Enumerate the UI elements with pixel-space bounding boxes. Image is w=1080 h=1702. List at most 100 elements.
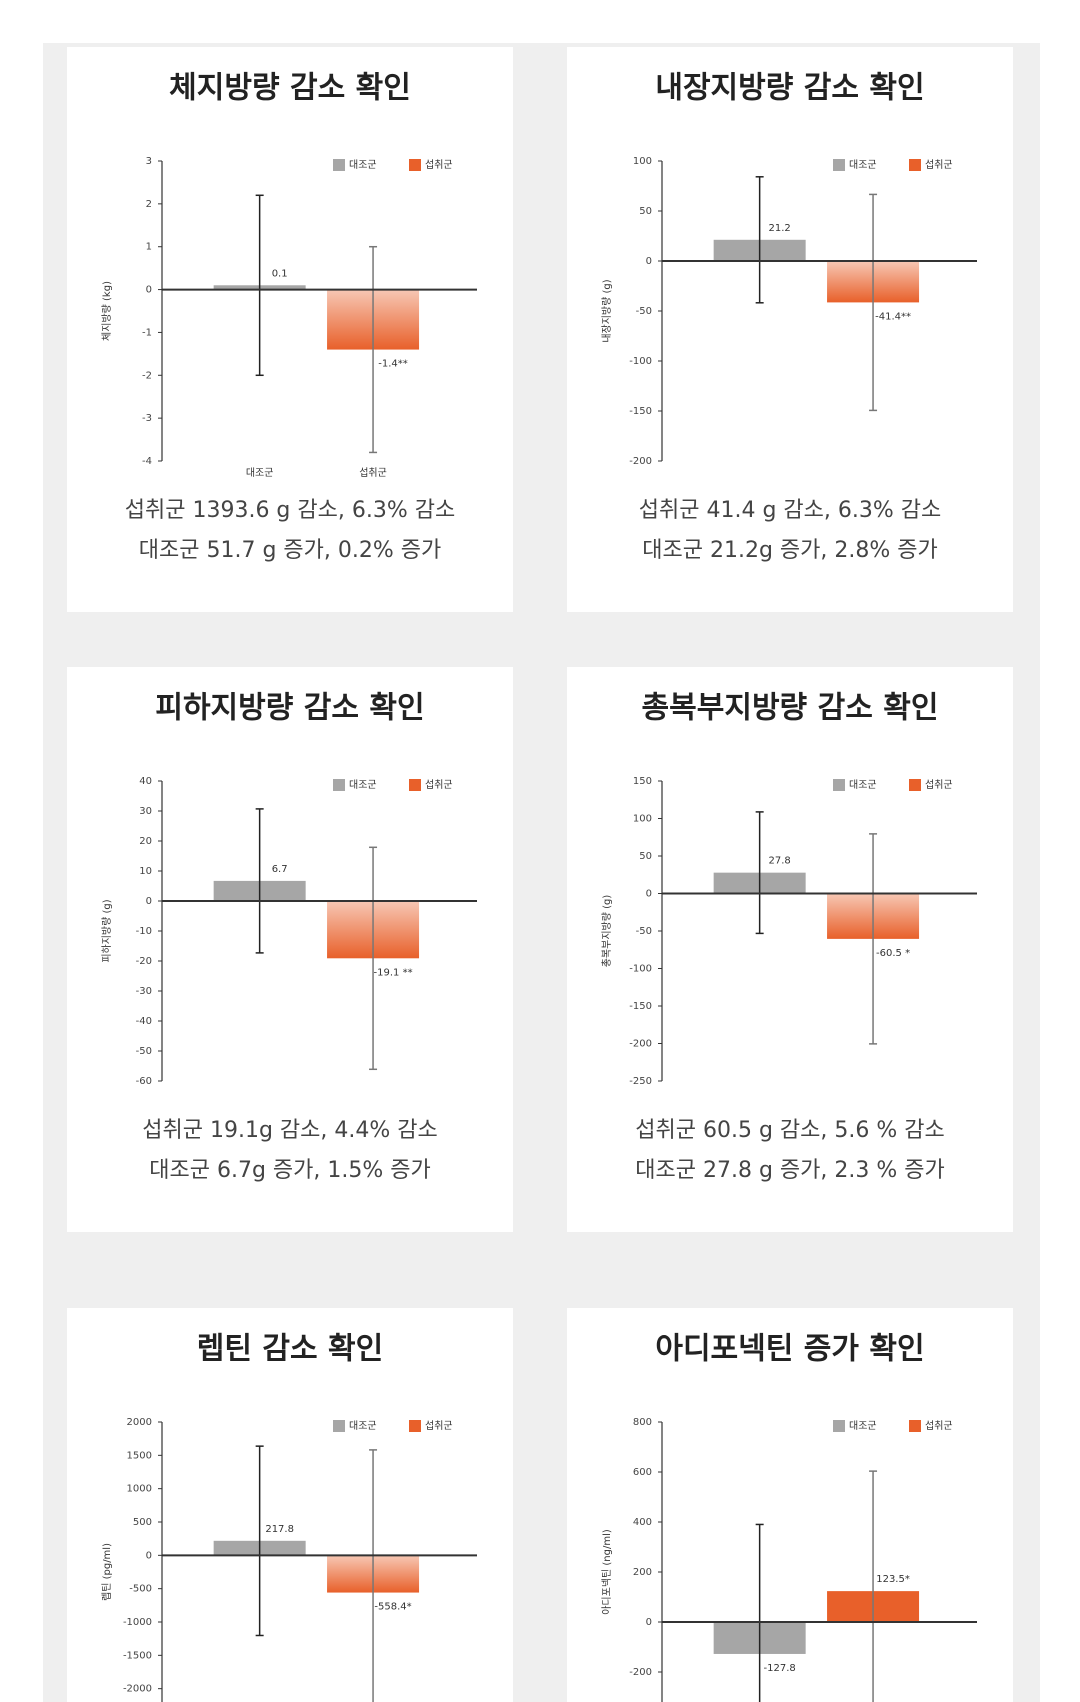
- card: [67, 667, 513, 1232]
- data-label: -60.5 *: [876, 948, 910, 959]
- y-tick-label: 3: [146, 156, 152, 167]
- y-tick-label: 2: [146, 199, 152, 210]
- caption: 대조군 21.2g 증가, 2.8% 증가: [642, 538, 938, 563]
- legend-label: 섭취군: [425, 1420, 453, 1432]
- chart-title: 아디포넥틴 증가 확인: [655, 1332, 924, 1367]
- y-tick-label: 0: [646, 256, 652, 267]
- y-tick-label: 30: [139, 806, 152, 817]
- caption: 대조군 51.7 g 증가, 0.2% 증가: [139, 538, 441, 563]
- chart-title: 총복부지방량 감소 확인: [642, 691, 939, 726]
- y-tick-label: 600: [633, 1467, 652, 1478]
- y-axis-label: 피하지방량 (g): [100, 899, 113, 962]
- card: [567, 47, 1013, 612]
- data-label: -1.4**: [378, 359, 408, 370]
- y-tick-label: 50: [639, 206, 652, 217]
- data-label: -558.4*: [374, 1602, 411, 1613]
- x-tick-label: 섭취군: [359, 467, 387, 479]
- y-tick-label: -2: [142, 370, 152, 381]
- y-tick-label: -100: [629, 356, 652, 367]
- legend-label: 섭취군: [425, 779, 453, 791]
- y-tick-label: 0: [146, 285, 152, 296]
- y-tick-label: -150: [629, 1001, 652, 1012]
- x-tick-label: 대조군: [246, 467, 274, 479]
- data-label: 0.1: [272, 268, 288, 279]
- caption: 대조군 6.7g 증가, 1.5% 증가: [149, 1158, 431, 1183]
- y-tick-label: -2000: [123, 1684, 152, 1695]
- y-tick-label: -50: [636, 306, 652, 317]
- y-tick-label: -50: [136, 1046, 152, 1057]
- y-tick-label: 100: [633, 814, 652, 825]
- caption: 섭취군 41.4 g 감소, 6.3% 감소: [639, 498, 941, 523]
- legend-swatch: [333, 1420, 345, 1432]
- data-label: 21.2: [769, 223, 791, 234]
- data-label: -41.4**: [875, 311, 911, 322]
- y-tick-label: 0: [646, 1617, 652, 1628]
- y-tick-label: 1500: [127, 1450, 152, 1461]
- y-tick-label: -150: [629, 406, 652, 417]
- y-tick-label: 150: [633, 776, 652, 787]
- legend-swatch: [833, 779, 845, 791]
- y-tick-label: 2000: [127, 1417, 152, 1428]
- legend-label: 대조군: [349, 1420, 377, 1432]
- legend-label: 섭취군: [425, 159, 453, 171]
- legend-label: 대조군: [849, 1420, 877, 1432]
- y-tick-label: 0: [146, 1550, 152, 1561]
- y-tick-label: -4: [142, 456, 152, 467]
- legend-swatch: [409, 1420, 421, 1432]
- y-tick-label: -1500: [123, 1650, 152, 1661]
- legend-label: 대조군: [849, 159, 877, 171]
- caption: 섭취군 1393.6 g 감소, 6.3% 감소: [125, 498, 455, 523]
- legend-swatch: [909, 1420, 921, 1432]
- y-tick-label: -200: [629, 1039, 652, 1050]
- card: [567, 667, 1013, 1232]
- legend-swatch: [409, 159, 421, 171]
- y-tick-label: -100: [629, 964, 652, 975]
- y-tick-label: -200: [629, 1667, 652, 1678]
- card: [67, 47, 513, 612]
- legend-swatch: [833, 1420, 845, 1432]
- y-tick-label: 200: [633, 1567, 652, 1578]
- caption: 대조군 27.8 g 증가, 2.3 % 증가: [635, 1158, 944, 1183]
- y-tick-label: 100: [633, 156, 652, 167]
- y-tick-label: -60: [136, 1076, 152, 1087]
- chart-title: 체지방량 감소 확인: [169, 71, 411, 106]
- y-tick-label: 10: [139, 866, 152, 877]
- legend-swatch: [409, 779, 421, 791]
- y-tick-label: 1000: [127, 1484, 152, 1495]
- y-tick-label: -30: [136, 986, 152, 997]
- chart-title: 렙틴 감소 확인: [197, 1332, 384, 1367]
- legend-swatch: [833, 159, 845, 171]
- y-axis-label: 내장지방량 (g): [601, 279, 613, 342]
- y-tick-label: 1: [146, 242, 152, 253]
- y-tick-label: 50: [639, 851, 652, 862]
- data-label: 217.8: [265, 1524, 294, 1535]
- y-tick-label: -200: [629, 456, 652, 467]
- data-label: -19.1 **: [374, 967, 413, 978]
- data-label: -127.8: [764, 1663, 796, 1674]
- y-tick-label: -10: [136, 926, 152, 937]
- legend-swatch: [333, 159, 345, 171]
- caption: 섭취군 19.1g 감소, 4.4% 감소: [142, 1118, 438, 1143]
- y-tick-label: -20: [136, 956, 152, 967]
- y-tick-label: -50: [636, 926, 652, 937]
- legend-label: 섭취군: [925, 159, 953, 171]
- y-tick-label: 400: [633, 1517, 652, 1528]
- y-tick-label: 800: [633, 1417, 652, 1428]
- data-label: 27.8: [769, 856, 791, 867]
- legend-label: 섭취군: [925, 1420, 953, 1432]
- chart-title: 피하지방량 감소 확인: [155, 691, 424, 726]
- data-label: 6.7: [272, 864, 288, 875]
- y-axis-label: 총복부지방량 (g): [601, 895, 613, 968]
- legend-label: 대조군: [349, 779, 377, 791]
- y-tick-label: 500: [133, 1517, 152, 1528]
- y-axis-label: 체지방량 (kg): [101, 281, 113, 341]
- data-label: 123.5*: [876, 1574, 910, 1585]
- y-tick-label: -3: [142, 413, 152, 424]
- y-tick-label: -500: [129, 1584, 152, 1595]
- y-tick-label: 20: [139, 836, 152, 847]
- caption: 섭취군 60.5 g 감소, 5.6 % 감소: [635, 1118, 944, 1143]
- y-tick-label: -250: [629, 1076, 652, 1087]
- legend-label: 대조군: [349, 159, 377, 171]
